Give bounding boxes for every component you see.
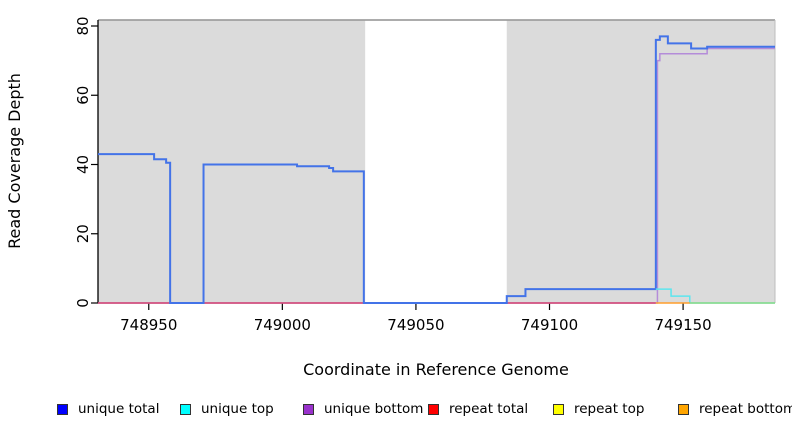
legend-swatch bbox=[553, 403, 564, 415]
legend-label: repeat top bbox=[574, 401, 645, 417]
y-tick-label: 0 bbox=[74, 298, 92, 308]
legend-label: unique bottom bbox=[324, 401, 424, 417]
legend-entry-repeat-bottom: repeat bottom bbox=[678, 400, 792, 418]
legend-label: repeat bottom bbox=[699, 401, 792, 417]
y-tick-label: 20 bbox=[74, 224, 92, 243]
legend-label: repeat total bbox=[449, 401, 529, 417]
legend-entry-unique-bottom: unique bottom bbox=[303, 400, 423, 418]
coverage-plot: 748950 749000 749050 749100 749150020406080 … bbox=[5, 16, 776, 379]
y-tick-label: 40 bbox=[74, 155, 92, 174]
legend-label: unique total bbox=[78, 401, 160, 417]
shaded-region bbox=[506, 20, 775, 303]
shaded-region bbox=[98, 20, 366, 303]
y-tick-label: 60 bbox=[74, 86, 92, 105]
x-tick-label: 749000 bbox=[254, 316, 311, 334]
series-line-unique-total bbox=[98, 35, 775, 304]
legend-swatch bbox=[303, 403, 314, 415]
legend-entry-repeat-top: repeat top bbox=[553, 400, 644, 418]
x-tick-label: 749100 bbox=[521, 316, 578, 334]
legend-swatch bbox=[180, 403, 191, 415]
series-lines bbox=[98, 35, 775, 304]
legend-entry-unique-top: unique top bbox=[180, 400, 274, 418]
legend: unique total unique top unique bottom repea… bbox=[0, 400, 792, 426]
legend-entry-unique-total: unique total bbox=[57, 400, 159, 418]
legend-swatch bbox=[428, 403, 439, 415]
x-tick-label: 749050 bbox=[387, 316, 444, 334]
x-tick-label: 749150 bbox=[654, 316, 711, 334]
axis-ticks: 748950 749000 749050 749100 749150 0 20 40 60 80 bbox=[74, 16, 712, 334]
y-tick-label: 80 bbox=[74, 16, 92, 35]
shaded-regions bbox=[98, 20, 775, 303]
legend-swatch bbox=[678, 403, 689, 415]
x-axis-title: Coordinate in Reference Genome bbox=[303, 360, 569, 379]
legend-swatch bbox=[57, 403, 68, 415]
y-axis-title: Read Coverage Depth bbox=[5, 73, 24, 249]
x-tick-label: 748950 bbox=[120, 316, 177, 334]
legend-label: unique top bbox=[201, 401, 274, 417]
legend-entry-repeat-total: repeat total bbox=[428, 400, 528, 418]
